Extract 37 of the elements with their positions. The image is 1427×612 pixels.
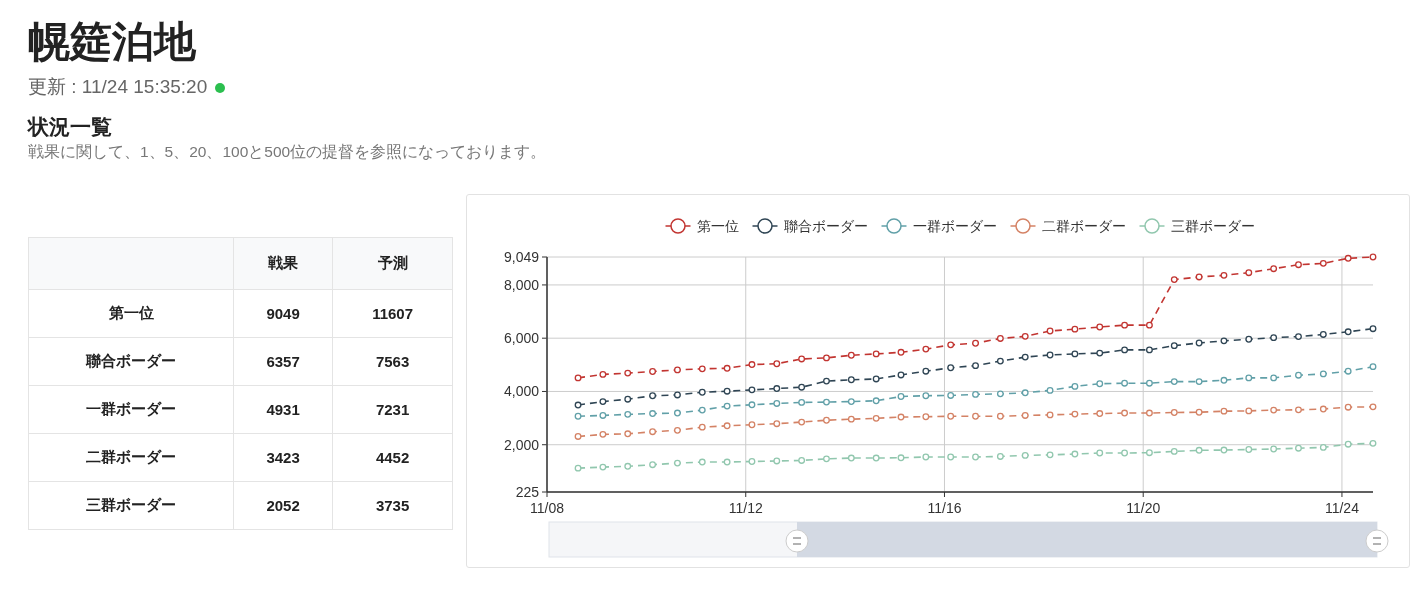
category-label: 二群ボーダー <box>86 448 176 465</box>
text: 幌筵泊地 <box>28 17 196 67</box>
x-tick-label: 11/12 <box>728 500 763 516</box>
text: 更新 : 11/24 15:35:20 <box>28 75 209 99</box>
text: 7563 <box>375 353 410 370</box>
text: 3735 <box>375 497 410 514</box>
text: 戦果に関して、1、5、20、100と500位の提督を参照になっております。 <box>28 142 547 162</box>
text: 9049 <box>266 305 300 322</box>
text: 11607 <box>372 305 414 322</box>
text: 6357 <box>266 353 300 370</box>
legend-label: 二群ボーダー <box>1041 218 1126 234</box>
category-label: 聯合ボーダー <box>86 352 176 369</box>
text: 状況一覧 <box>28 114 112 140</box>
y-tick-label: 225 <box>515 484 540 500</box>
y-tick-label: 9,049 <box>503 249 540 265</box>
text: 4452 <box>375 449 410 466</box>
x-tick-label: 11/20 <box>1126 500 1161 516</box>
x-tick-label: 11/16 <box>927 500 962 516</box>
legend-label: 三群ボーダー <box>1170 218 1255 234</box>
category-label: 戦果 <box>233 237 333 290</box>
category-label: 三群ボーダー <box>86 496 176 513</box>
y-tick-label: 4,000 <box>503 383 540 400</box>
y-tick-label: 2,000 <box>503 436 540 453</box>
text: 4931 <box>266 401 300 418</box>
category-label: 一群ボーダー <box>86 400 176 417</box>
text: 2052 <box>266 497 300 514</box>
legend-label: 聯合ボーダー <box>783 218 868 234</box>
x-tick-label: 11/24 <box>1324 500 1360 516</box>
x-tick-label: 11/08 <box>530 500 565 516</box>
y-tick-label: 6,000 <box>503 330 540 347</box>
category-label: 第一位 <box>108 304 154 321</box>
legend-label: 第一位 <box>696 218 739 234</box>
category-label: 予測 <box>332 237 453 290</box>
legend-label: 一群ボーダー <box>912 218 997 234</box>
y-tick-label: 8,000 <box>503 276 540 293</box>
text: 7231 <box>375 401 410 418</box>
text: 3423 <box>266 449 300 466</box>
